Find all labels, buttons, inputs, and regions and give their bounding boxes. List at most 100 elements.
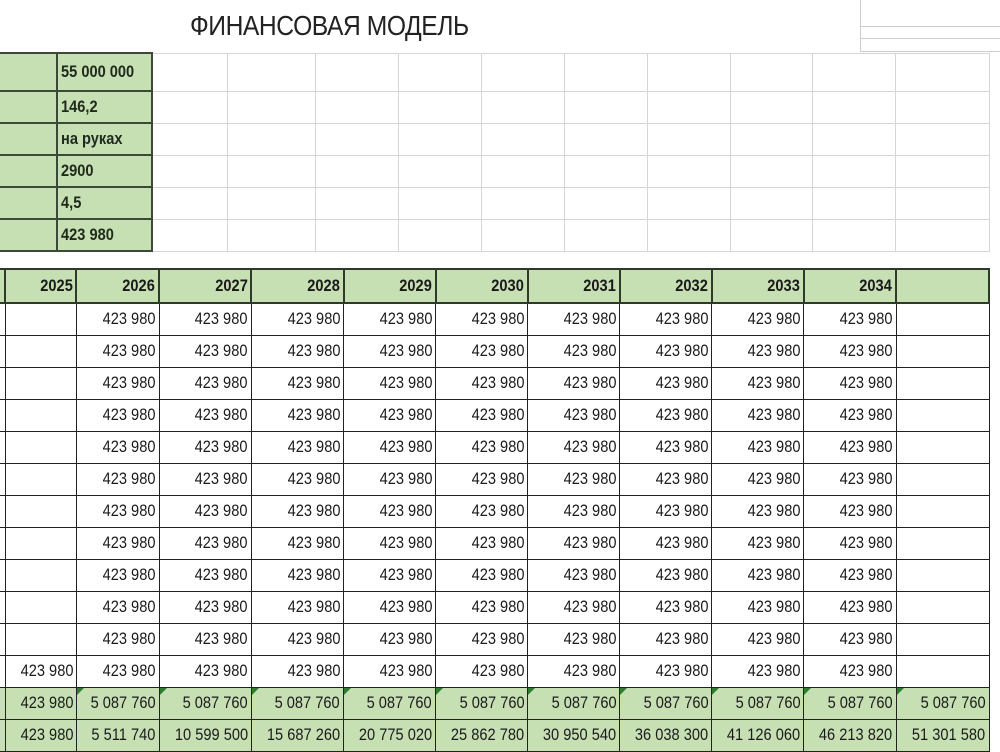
value-cell[interactable]: 423 980 — [435, 558, 529, 592]
value-cell[interactable]: 423 980 — [527, 654, 621, 688]
year-header-cell[interactable]: 2032 — [618, 268, 713, 304]
value-cell[interactable]: 423 980 — [435, 494, 529, 528]
value-cell[interactable]: 423 980 — [250, 334, 345, 368]
value-cell[interactable]: 423 980 — [75, 654, 160, 688]
cumulative-total-cell[interactable]: 51 301 580 — [895, 718, 990, 752]
value-cell[interactable] — [895, 654, 990, 688]
empty-cell[interactable] — [812, 90, 897, 124]
empty-cell[interactable] — [895, 186, 990, 220]
value-cell[interactable]: 423 980 — [342, 654, 437, 688]
value-cell[interactable]: 423 980 — [711, 430, 805, 464]
input-value-cell[interactable]: 146,2 — [55, 90, 153, 124]
cumulative-total-cell[interactable]: 10 599 500 — [158, 718, 252, 752]
value-cell[interactable]: 423 980 — [435, 462, 529, 496]
row-label-cell[interactable] — [0, 686, 6, 720]
empty-cell[interactable] — [314, 52, 400, 92]
empty-cell[interactable] — [480, 154, 565, 188]
value-cell[interactable]: 423 980 — [75, 526, 160, 560]
value-cell[interactable]: 423 980 — [342, 526, 437, 560]
value-cell[interactable] — [895, 462, 990, 496]
value-cell[interactable]: 423 980 — [250, 398, 345, 432]
value-cell[interactable] — [4, 334, 77, 368]
input-value-cell[interactable]: 4,5 — [55, 186, 153, 220]
input-label-cell[interactable] — [0, 122, 58, 156]
value-cell[interactable] — [895, 302, 990, 336]
value-cell[interactable]: 423 980 — [803, 366, 897, 400]
value-cell[interactable]: 423 980 — [342, 558, 437, 592]
empty-cell[interactable] — [729, 218, 814, 252]
empty-cell[interactable] — [480, 90, 565, 124]
value-cell[interactable]: 423 980 — [711, 558, 805, 592]
value-cell[interactable]: 423 980 — [342, 622, 437, 656]
empty-cell[interactable] — [563, 90, 649, 124]
input-label-cell[interactable] — [0, 186, 58, 220]
value-cell[interactable] — [4, 526, 77, 560]
empty-cell[interactable] — [647, 154, 731, 188]
empty-cell[interactable] — [895, 90, 990, 124]
empty-cell[interactable] — [398, 218, 482, 252]
value-cell[interactable]: 423 980 — [803, 590, 897, 624]
annual-total-cell[interactable]: 5 087 760 — [527, 686, 621, 720]
empty-cell[interactable] — [812, 218, 897, 252]
empty-cell[interactable] — [314, 154, 400, 188]
value-cell[interactable]: 423 980 — [527, 398, 621, 432]
empty-cell[interactable] — [480, 52, 565, 92]
value-cell[interactable]: 423 980 — [75, 366, 160, 400]
value-cell[interactable] — [4, 398, 77, 432]
year-header-cell[interactable]: 2033 — [710, 268, 805, 304]
empty-cell[interactable] — [398, 186, 482, 220]
value-cell[interactable] — [4, 622, 77, 656]
value-cell[interactable]: 423 980 — [342, 334, 437, 368]
value-cell[interactable]: 423 980 — [435, 366, 529, 400]
value-cell[interactable]: 423 980 — [527, 590, 621, 624]
value-cell[interactable]: 423 980 — [619, 590, 713, 624]
value-cell[interactable]: 423 980 — [711, 494, 805, 528]
cumulative-total-cell[interactable]: 30 950 540 — [527, 718, 621, 752]
empty-cell[interactable] — [729, 186, 814, 220]
value-cell[interactable]: 423 980 — [619, 494, 713, 528]
value-cell[interactable] — [4, 366, 77, 400]
value-cell[interactable]: 423 980 — [342, 366, 437, 400]
value-cell[interactable]: 423 980 — [527, 334, 621, 368]
value-cell[interactable]: 423 980 — [711, 654, 805, 688]
value-cell[interactable]: 423 980 — [803, 398, 897, 432]
empty-cell[interactable] — [226, 186, 316, 220]
value-cell[interactable] — [895, 494, 990, 528]
value-cell[interactable]: 423 980 — [803, 494, 897, 528]
empty-cell[interactable] — [563, 186, 649, 220]
value-cell[interactable] — [4, 430, 77, 464]
value-cell[interactable]: 423 980 — [803, 622, 897, 656]
annual-total-cell[interactable]: 5 087 760 — [803, 686, 897, 720]
value-cell[interactable]: 423 980 — [803, 462, 897, 496]
value-cell[interactable]: 423 980 — [803, 302, 897, 336]
value-cell[interactable]: 423 980 — [527, 526, 621, 560]
value-cell[interactable]: 423 980 — [158, 430, 252, 464]
annual-total-cell[interactable]: 5 087 760 — [619, 686, 713, 720]
value-cell[interactable]: 423 980 — [711, 334, 805, 368]
value-cell[interactable]: 423 980 — [803, 526, 897, 560]
header-label-cell[interactable] — [0, 268, 7, 304]
value-cell[interactable]: 423 980 — [619, 302, 713, 336]
annual-total-cell[interactable]: 5 087 760 — [895, 686, 990, 720]
empty-cell[interactable] — [398, 52, 482, 92]
value-cell[interactable]: 423 980 — [158, 334, 252, 368]
value-cell[interactable]: 423 980 — [527, 494, 621, 528]
empty-cell[interactable] — [314, 122, 400, 156]
value-cell[interactable]: 423 980 — [711, 526, 805, 560]
annual-total-cell[interactable]: 423 980 — [4, 686, 77, 720]
empty-cell[interactable] — [398, 122, 482, 156]
cumulative-total-cell[interactable]: 41 126 060 — [711, 718, 805, 752]
empty-cell[interactable] — [563, 154, 649, 188]
empty-cell[interactable] — [314, 90, 400, 124]
value-cell[interactable] — [895, 366, 990, 400]
empty-cell[interactable] — [480, 218, 565, 252]
annual-total-cell[interactable]: 5 087 760 — [75, 686, 160, 720]
input-label-cell[interactable] — [0, 154, 58, 188]
empty-cell[interactable] — [151, 122, 228, 156]
value-cell[interactable]: 423 980 — [158, 622, 252, 656]
value-cell[interactable]: 423 980 — [75, 558, 160, 592]
empty-cell[interactable] — [895, 122, 990, 156]
empty-cell[interactable] — [398, 154, 482, 188]
value-cell[interactable]: 423 980 — [803, 558, 897, 592]
empty-cell[interactable] — [647, 52, 731, 92]
